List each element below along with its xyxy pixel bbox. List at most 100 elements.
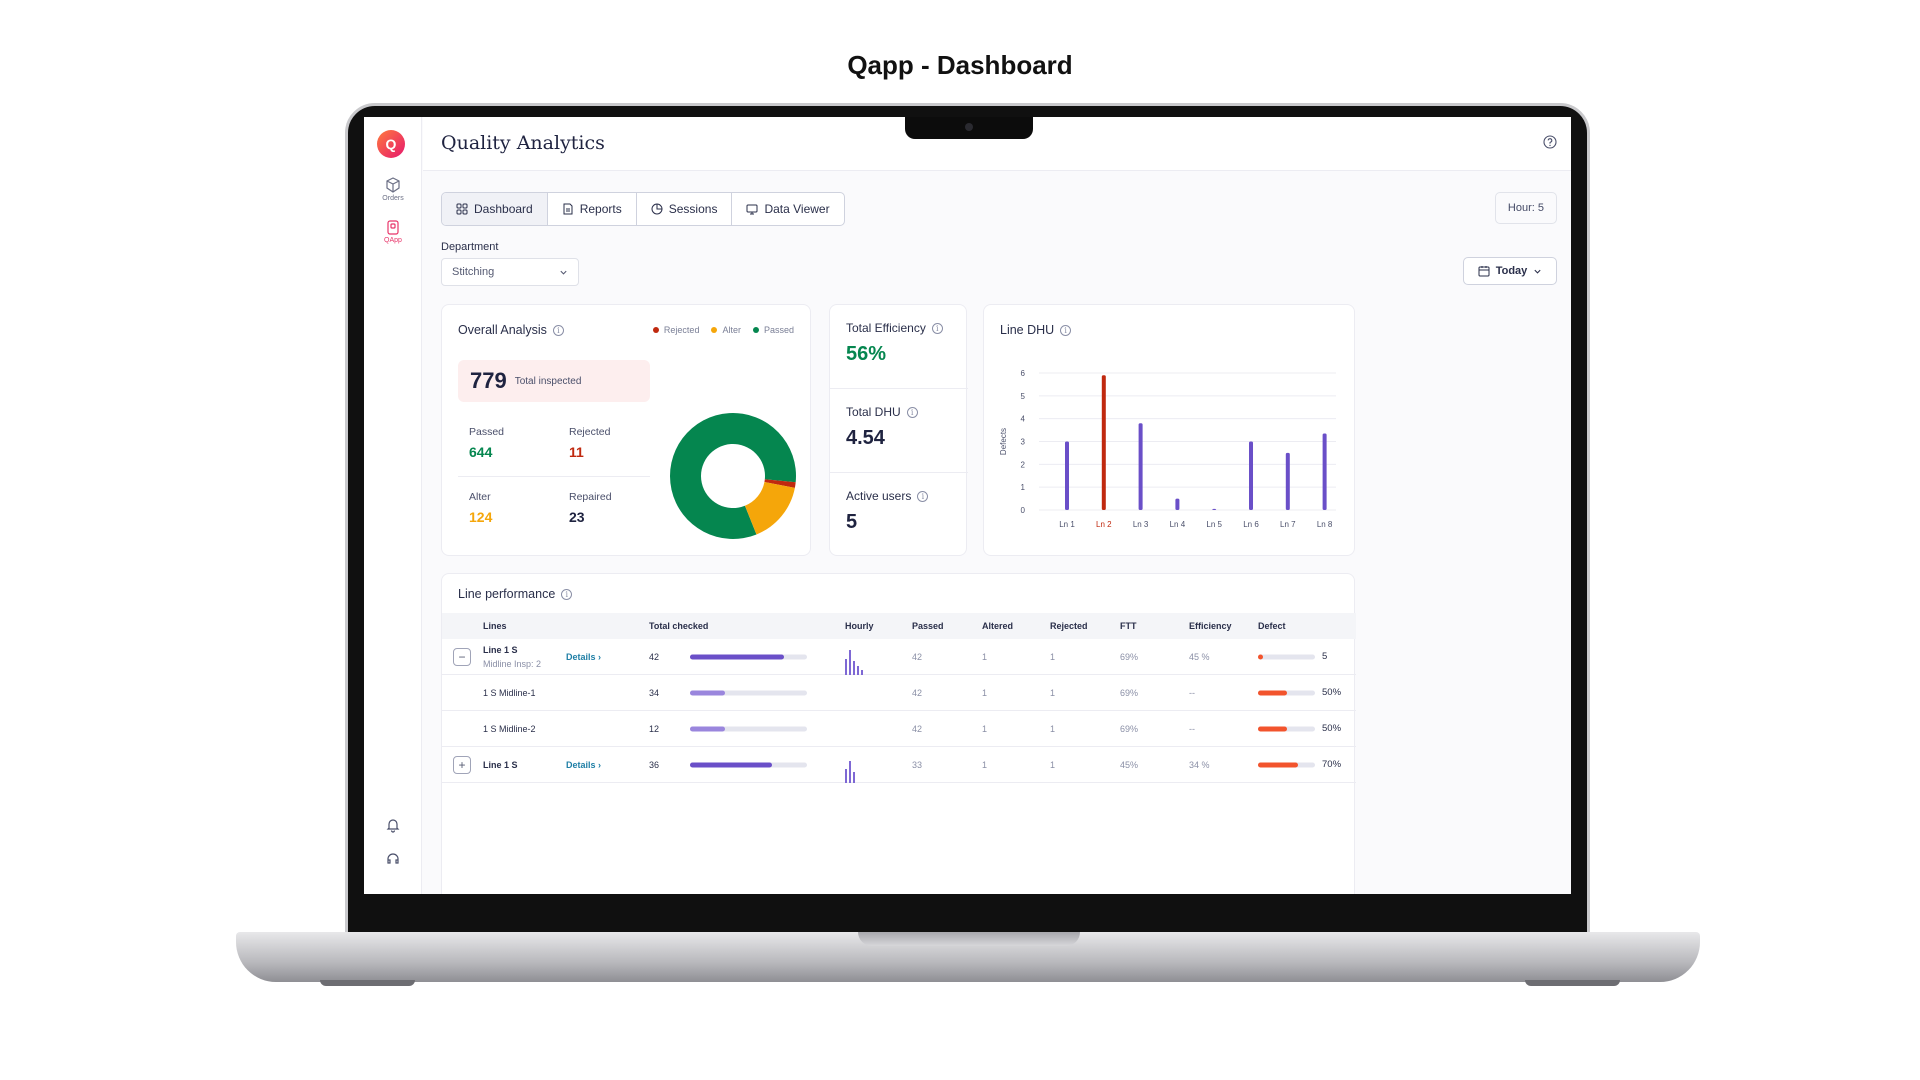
total-inspected-box: 779 Total inspected	[458, 360, 650, 402]
bar-ln-2[interactable]	[1101, 375, 1106, 510]
bar-ln-7[interactable]	[1285, 452, 1290, 510]
bar-ln-3[interactable]	[1138, 423, 1143, 510]
date-filter-select[interactable]: Today	[1463, 257, 1557, 285]
overall-donut-chart	[670, 413, 796, 539]
table-row[interactable]: 1 S Midline-2 12 42 1 1 69% -- 50%	[442, 711, 1356, 747]
defect-value: 50%	[1322, 687, 1342, 698]
divider	[458, 476, 650, 477]
help-icon[interactable]	[1543, 135, 1557, 149]
col-passed: Passed	[912, 621, 944, 631]
donut-slice-alter[interactable]	[744, 482, 795, 535]
box-icon	[386, 177, 400, 193]
x-tick-label: Ln 4	[1170, 520, 1186, 529]
line-name: Line 1 S	[483, 759, 518, 770]
notifications-button[interactable]	[364, 817, 422, 835]
info-icon[interactable]: i	[552, 324, 564, 336]
legend-label: Passed	[763, 325, 794, 335]
line-name: Line 1 S	[483, 644, 518, 655]
tab-reports[interactable]: Reports	[548, 193, 637, 225]
details-link[interactable]: Details ›	[566, 651, 602, 662]
metric-title: Total Efficiency i	[846, 321, 952, 335]
hourly-bar	[845, 768, 847, 783]
total-checked-bar-fill	[690, 690, 726, 695]
overall-analysis-title: Overall Analysis i	[458, 323, 564, 337]
tab-sessions[interactable]: Sessions	[637, 193, 733, 225]
donut-slice-rejected[interactable]	[764, 479, 796, 488]
total-inspected-label: Total inspected	[514, 375, 582, 387]
department-select[interactable]: Stitching	[441, 258, 579, 286]
altered-value: 1	[982, 651, 988, 662]
legend-dot	[652, 327, 659, 333]
passed-value: 42	[912, 651, 923, 662]
camera-icon	[965, 123, 973, 131]
clipboard-icon	[387, 220, 399, 235]
table-row[interactable]: + Line 1 S Details › 36 33 1 1 45% 34 % 70%	[442, 747, 1356, 783]
chevron-down-icon	[1534, 269, 1541, 274]
info-icon[interactable]: i	[1060, 324, 1072, 336]
table-row[interactable]: 1 S Midline-1 34 42 1 1 69% -- 50%	[442, 675, 1356, 711]
x-tick-label: Ln 1	[1059, 520, 1075, 529]
stat-alter: Alter 124	[469, 491, 565, 525]
table-row[interactable]: − Line 1 S Midline Insp: 2 Details › 42 42 1 1 6…	[442, 639, 1356, 675]
sidebar-item-label: Orders	[382, 195, 404, 202]
sidebar-item-qapp[interactable]: QApp	[364, 219, 422, 244]
table-header: Lines Total checked Hourly Passed Altere…	[442, 613, 1356, 639]
legend-label: Alter	[722, 325, 741, 335]
donut-slice-passed[interactable]	[670, 413, 796, 539]
expand-row-button[interactable]: +	[453, 755, 471, 774]
x-tick-label: Ln 7	[1280, 520, 1296, 529]
info-icon[interactable]: i	[931, 322, 943, 334]
bar-ln-8[interactable]	[1322, 433, 1327, 510]
line-name-cell: 1 S Midline-2	[483, 711, 536, 746]
main-content: Quality Analytics Dashboard Reports Sess…	[423, 117, 1571, 894]
efficiency-value: 34 %	[1189, 759, 1210, 770]
metric-title: Active users i	[846, 489, 952, 503]
info-icon[interactable]: i	[917, 490, 929, 502]
tab-dashboard[interactable]: Dashboard	[442, 193, 548, 225]
bar-ln-5[interactable]	[1212, 508, 1217, 510]
department-value: Stitching	[452, 266, 495, 278]
stat-value: 644	[469, 444, 493, 460]
info-icon[interactable]: i	[906, 406, 918, 418]
metric-value: 4.54	[846, 427, 885, 449]
info-icon[interactable]: i	[561, 588, 573, 600]
total-checked-bar	[690, 690, 807, 695]
total-checked-bar-fill	[690, 654, 784, 659]
line-name-cell: 1 S Midline-1	[483, 675, 536, 710]
metric-value: 56%	[846, 343, 887, 365]
tab-label: Sessions	[668, 202, 718, 216]
collapse-row-button[interactable]: −	[453, 647, 471, 666]
efficiency-value: 45 %	[1189, 651, 1210, 662]
pie-icon	[651, 203, 663, 215]
app-logo[interactable]: Q	[377, 130, 405, 158]
card-title-text: Line DHU	[1000, 323, 1055, 337]
card-title-text: Overall Analysis	[458, 323, 547, 337]
bar-ln-6[interactable]	[1249, 441, 1254, 511]
col-defect: Defect	[1258, 621, 1286, 631]
passed-value: 42	[912, 723, 923, 734]
defect-bar-fill	[1258, 654, 1263, 659]
x-tick-label: Ln 8	[1317, 520, 1333, 529]
line-name: 1 S Midline-2	[483, 723, 536, 734]
table-body: − Line 1 S Midline Insp: 2 Details › 42 42 1 1 6…	[442, 639, 1356, 783]
support-button[interactable]	[364, 851, 422, 869]
details-link[interactable]: Details ›	[566, 759, 602, 770]
y-tick-label: 5	[1021, 392, 1026, 401]
tab-data-viewer[interactable]: Data Viewer	[732, 193, 843, 225]
rejected-value: 1	[1050, 651, 1056, 662]
efficiency-value: --	[1189, 687, 1195, 698]
hourly-bar	[853, 772, 855, 783]
bar-ln-4[interactable]	[1175, 498, 1180, 510]
total-checked-value: 34	[649, 687, 660, 698]
total-checked-bar	[690, 654, 807, 659]
metric-value: 5	[846, 511, 858, 533]
altered-value: 1	[982, 723, 988, 734]
hour-chip: Hour: 5	[1494, 192, 1557, 224]
passed-value: 42	[912, 687, 923, 698]
headset-icon	[387, 853, 399, 864]
line-dhu-card: Line DHU i Defects 0 1 2 3 4 5 6 Ln 1 Ln 2 Ln 3 Ln …	[983, 304, 1355, 556]
chevron-down-icon	[560, 270, 567, 275]
bar-ln-1[interactable]	[1065, 441, 1069, 511]
rejected-value: 1	[1050, 723, 1056, 734]
sidebar-item-orders[interactable]: Orders	[364, 177, 422, 202]
